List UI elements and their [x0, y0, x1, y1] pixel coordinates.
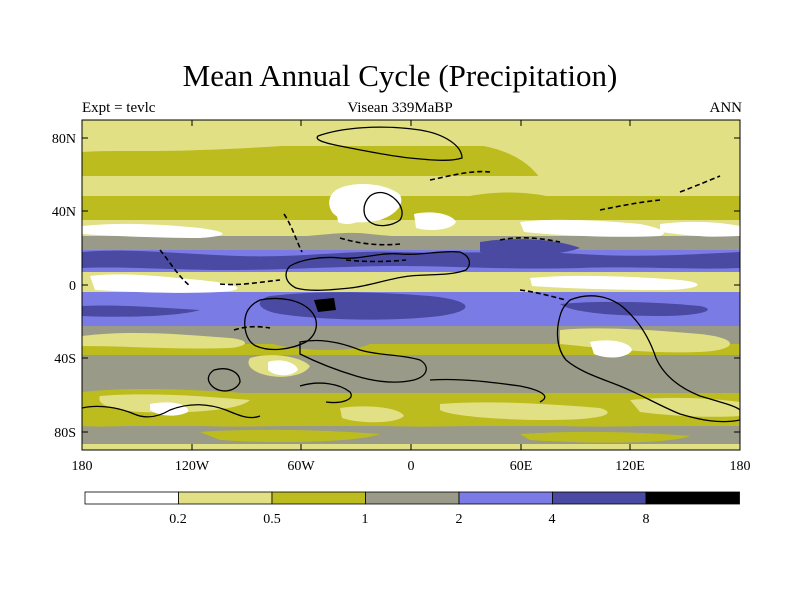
- x-tick-label: 180: [730, 459, 751, 474]
- color-legend: [84, 491, 740, 505]
- experiment-label: Expt = tevlc: [82, 100, 156, 116]
- legend-label: 2: [456, 512, 463, 527]
- y-tick-label: 80S: [54, 426, 76, 441]
- y-tick-label: 40N: [52, 205, 76, 220]
- period-label: Visean 339MaBP: [347, 100, 453, 116]
- map-title: Mean Annual Cycle (Precipitation): [182, 58, 618, 93]
- island-arcs: [159, 170, 721, 331]
- x-tick-label: 0: [408, 459, 415, 474]
- y-axis: [82, 137, 740, 433]
- legend-swatch: [84, 491, 179, 505]
- legend-swatch: [271, 491, 366, 505]
- legend-swatch: [645, 491, 740, 505]
- legend-swatch: [365, 491, 460, 505]
- legend-label: 1: [362, 512, 369, 527]
- x-tick-label: 60W: [287, 459, 315, 474]
- precipitation-field: [82, 120, 740, 450]
- legend-label: 0.5: [263, 512, 281, 527]
- legend-label: 8: [643, 512, 650, 527]
- y-tick-label: 80N: [52, 132, 76, 147]
- x-tick-label: 60E: [510, 459, 533, 474]
- legend-swatch: [458, 491, 553, 505]
- y-tick-label: 40S: [54, 352, 76, 367]
- x-tick-label: 120E: [615, 459, 645, 474]
- legend-swatch: [178, 491, 273, 505]
- legend-label: 0.2: [169, 512, 187, 527]
- x-axis: [81, 120, 741, 450]
- x-tick-label: 120W: [175, 459, 210, 474]
- season-label: ANN: [709, 100, 743, 116]
- continent-outlines: [82, 126, 740, 423]
- x-tick-label: 180: [72, 459, 93, 474]
- legend-label: 4: [549, 512, 556, 527]
- y-tick-label: 0: [69, 279, 76, 294]
- legend-swatch: [552, 491, 647, 505]
